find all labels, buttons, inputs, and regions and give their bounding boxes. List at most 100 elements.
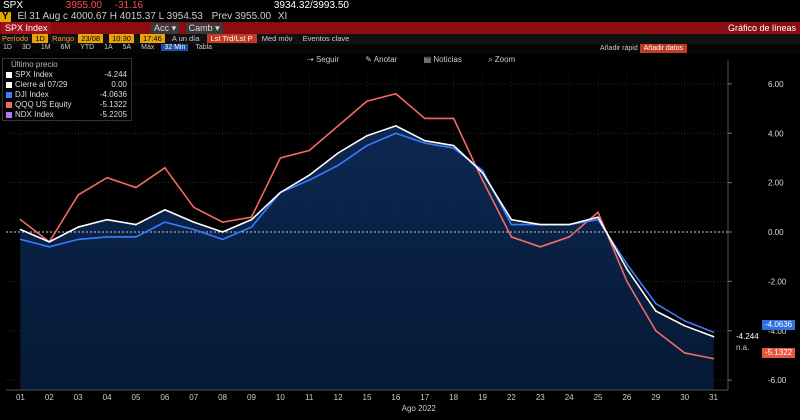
- x-tick-label: 24: [565, 393, 574, 402]
- prev-value: 3955.00: [234, 11, 272, 22]
- data-point: [683, 352, 686, 354]
- data-point: [395, 92, 397, 95]
- data-point: [106, 236, 108, 238]
- y-tick-label: 2.00: [768, 179, 784, 188]
- x-tick-label: 09: [247, 393, 256, 402]
- legend-item[interactable]: SPX Index -4.244: [3, 70, 131, 80]
- zoom-button[interactable]: ⌕ Zoom: [488, 55, 516, 64]
- legend-name: NDX Index: [15, 110, 54, 119]
- data-point: [221, 238, 224, 241]
- tab-32-min[interactable]: 32 Min: [161, 44, 189, 51]
- news-label: Noticias: [433, 55, 462, 64]
- data-point: [712, 335, 715, 338]
- period-input[interactable]: 1D: [32, 34, 48, 43]
- x-tick-label: 06: [160, 393, 169, 402]
- tab-5a[interactable]: 5A: [122, 44, 132, 51]
- tab-1m[interactable]: 1M: [40, 44, 51, 51]
- security-field[interactable]: SPX Index: [2, 22, 51, 34]
- ohlc-detail: El 31 Aug c 4000.67 H 4015.37 L 3954.53: [17, 11, 203, 22]
- zoom-label: Zoom: [494, 55, 516, 64]
- price-change: -31.16: [114, 0, 144, 11]
- dji-value-tag: -4.0636: [762, 320, 796, 330]
- line-chart[interactable]: 6.00 4.00 2.00 0.00 -2.00 -4.00 -6.00 01 02 03 04…: [0, 54, 800, 420]
- time-start-input[interactable]: 10:30: [109, 34, 134, 43]
- x-axis-label: Ago 2022: [402, 404, 437, 413]
- data-point: [164, 208, 166, 211]
- data-point: [366, 134, 368, 137]
- data-point: [481, 179, 484, 181]
- time-end-input[interactable]: 17:46: [140, 34, 165, 43]
- data-point: [192, 228, 195, 231]
- y-tick-label: 6.00: [768, 80, 784, 89]
- data-point: [221, 231, 224, 233]
- data-point: [135, 186, 137, 189]
- data-point: [250, 216, 253, 218]
- legend-value: -4.244: [104, 70, 127, 79]
- data-point: [452, 144, 455, 147]
- last-trade-select[interactable]: Lst Trd/Lst P: [206, 34, 257, 43]
- data-point: [19, 218, 22, 221]
- follow-button[interactable]: ⇢ Seguir: [307, 55, 340, 64]
- data-point: [250, 226, 253, 228]
- data-point: [423, 117, 426, 120]
- data-point: [423, 142, 426, 144]
- data-point: [539, 246, 542, 248]
- un-dia-option[interactable]: A un día: [171, 34, 200, 43]
- data-point: [626, 263, 628, 265]
- data-point: [337, 164, 339, 167]
- legend-item[interactable]: NDX Index -5.2205: [3, 110, 131, 120]
- data-point: [510, 218, 513, 221]
- bid-ask: 3934.32/3993.50: [273, 0, 349, 11]
- tab-1d[interactable]: 1D: [3, 44, 12, 51]
- data-point: [48, 246, 51, 248]
- range-start-input[interactable]: 23/08: [78, 34, 104, 43]
- x-tick-label: 08: [218, 393, 227, 402]
- x-tick-label: 11: [305, 393, 314, 402]
- x-tick-label: 03: [74, 393, 83, 402]
- legend-value: -4.0636: [99, 90, 127, 99]
- x-tick-label: 30: [680, 393, 689, 402]
- x-tick-label: 12: [334, 393, 343, 402]
- tab-max[interactable]: Máx: [141, 44, 155, 51]
- data-point: [568, 223, 570, 226]
- key-events-option[interactable]: Eventos clave: [302, 34, 350, 43]
- data-point: [626, 280, 628, 283]
- add-data-input[interactable]: Añadir datos: [639, 44, 688, 53]
- data-point: [308, 174, 311, 177]
- x-tick-label: 01: [16, 393, 25, 402]
- data-point: [279, 157, 282, 159]
- data-point: [683, 320, 686, 322]
- data-point: [597, 211, 599, 214]
- tab-6m[interactable]: 6M: [60, 44, 71, 51]
- data-point: [452, 147, 455, 149]
- tab-1a[interactable]: 1A: [104, 44, 113, 51]
- data-point: [626, 268, 628, 270]
- news-button[interactable]: ▤ Noticias: [423, 55, 462, 64]
- acc-button[interactable]: Acc ▾: [151, 23, 180, 34]
- security-bar: SPX Index Acc ▾ Camb ▾ Gráfico de líneas: [0, 22, 800, 34]
- data-point: [19, 238, 22, 241]
- legend: Último precio SPX Index -4.244 Cierre al…: [2, 58, 132, 121]
- last-price: 3955.00: [65, 0, 102, 11]
- y-tick-label: 0.00: [768, 228, 784, 237]
- data-point: [655, 310, 657, 312]
- qqq-value-tag: -5.1322: [762, 348, 796, 358]
- legend-item[interactable]: DJI Index -4.0636: [3, 90, 131, 100]
- y-tick-label: -2.00: [768, 277, 787, 286]
- moving-average-option[interactable]: Med móv: [261, 34, 293, 43]
- tab-3d[interactable]: 3D: [21, 44, 31, 51]
- x-tick-label: 16: [391, 393, 400, 402]
- annotate-button[interactable]: ✎ Anotar: [365, 55, 398, 64]
- legend-item[interactable]: QQQ US Equity -5.1322: [3, 100, 131, 110]
- add-rapid-label[interactable]: Añadir rápid: [600, 45, 638, 52]
- x-tick-label: 02: [45, 393, 54, 402]
- tab-ytd[interactable]: YTD: [80, 44, 95, 51]
- legend-header: Último precio: [11, 60, 58, 69]
- legend-item[interactable]: Cierre al 07/29 0.00: [3, 80, 131, 90]
- camb-button[interactable]: Camb ▾: [185, 23, 223, 34]
- chart-type-title: Gráfico de líneas: [727, 23, 796, 33]
- legend-value: 0.00: [111, 80, 127, 89]
- data-point: [712, 357, 715, 360]
- legend-swatch: [6, 92, 12, 98]
- tab-tabla[interactable]: Tabla: [195, 44, 213, 51]
